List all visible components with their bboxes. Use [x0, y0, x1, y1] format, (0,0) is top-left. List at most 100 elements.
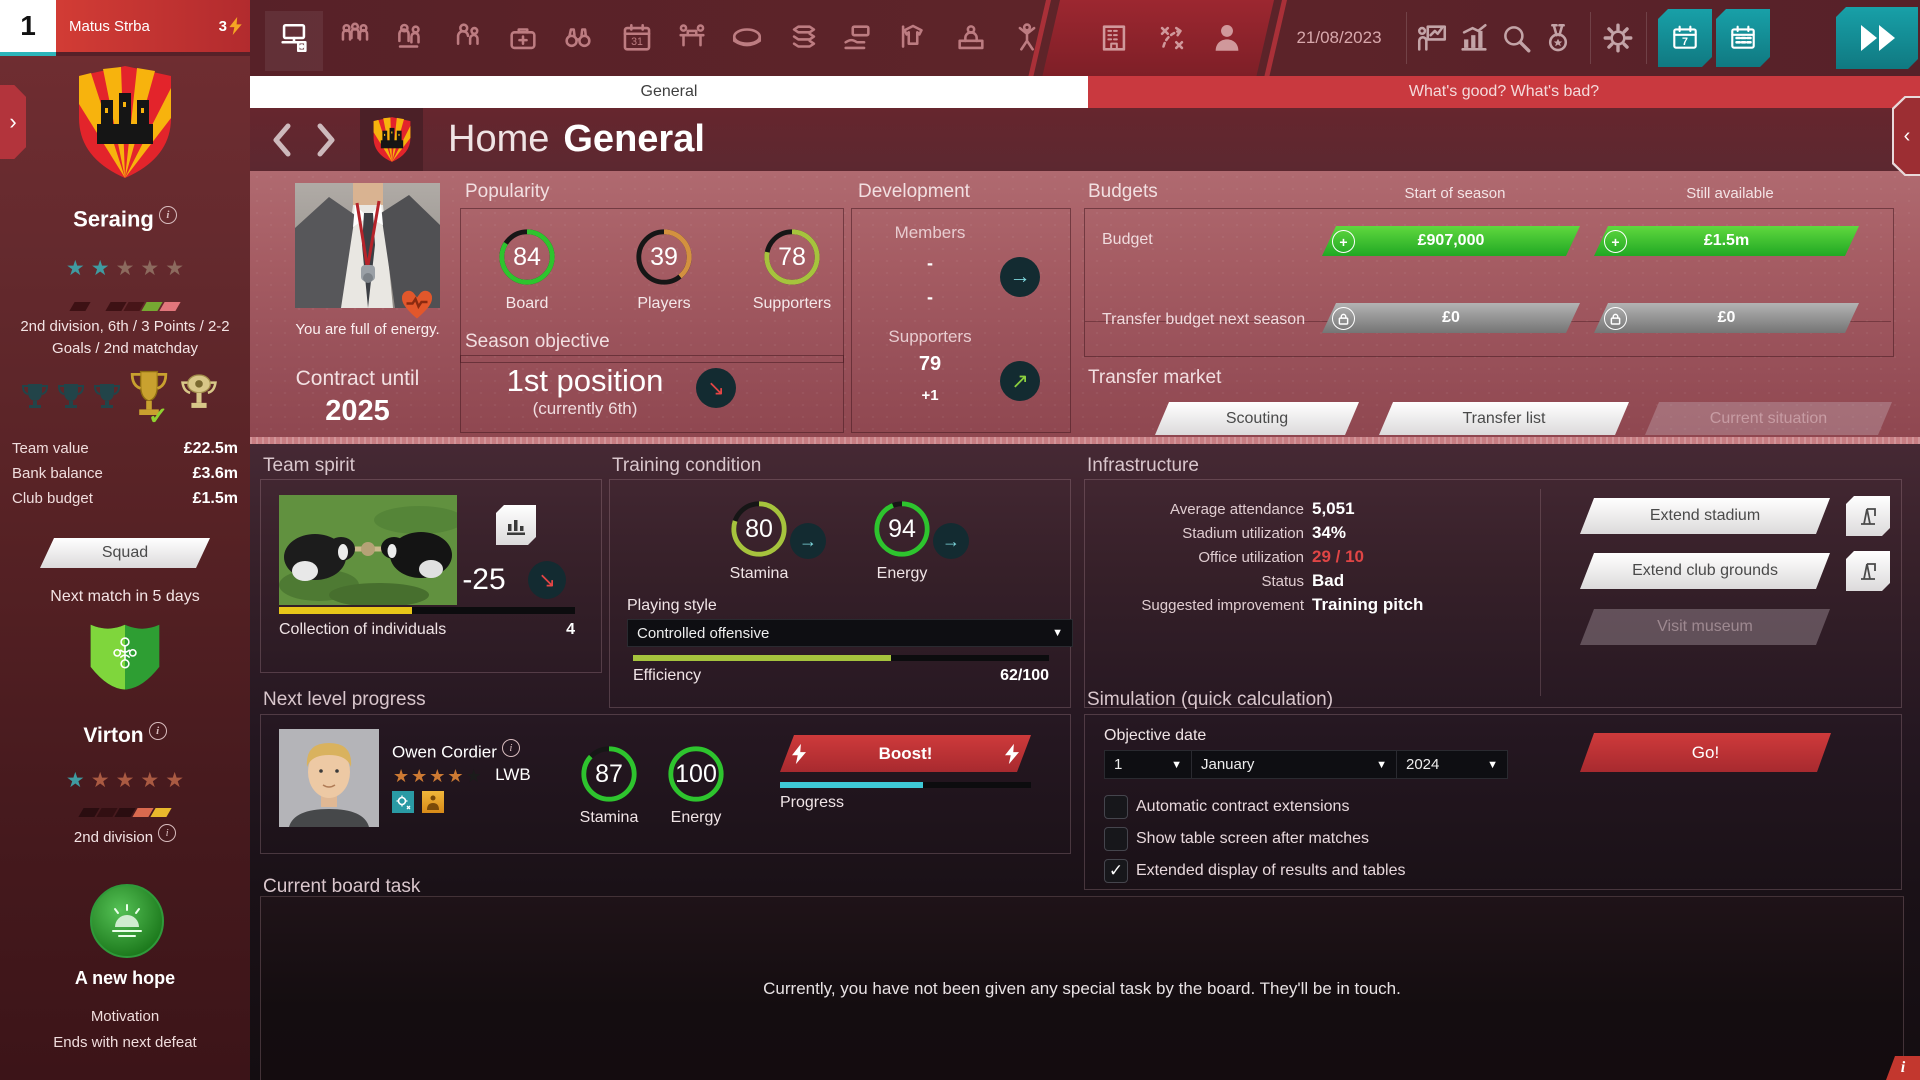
profile-icon[interactable]	[1210, 21, 1244, 55]
nav-back-button[interactable]	[268, 122, 296, 158]
go-button-label: Go!	[1691, 742, 1720, 762]
nav-forward-button[interactable]	[312, 122, 340, 158]
board-gauge-value: 84	[513, 242, 541, 271]
infra-value: Bad	[1312, 571, 1345, 590]
infra-value: Training pitch	[1312, 595, 1424, 614]
members-detail-button[interactable]: →	[1000, 257, 1040, 297]
chevron-down-icon: ▼	[1487, 758, 1498, 771]
motivation-note: Ends with next defeat	[53, 1034, 197, 1051]
office-icon[interactable]	[265, 11, 323, 71]
transfer-list-button[interactable]: Transfer list	[1379, 402, 1629, 435]
panel-collapse-button[interactable]: ‹	[1892, 96, 1920, 176]
advance-week-button[interactable]	[1716, 9, 1770, 67]
chevron-down-icon: ▼	[1052, 627, 1063, 639]
player-role-badge	[422, 791, 445, 813]
scouting-icon[interactable]	[561, 21, 595, 55]
lightning-icon	[229, 17, 242, 35]
search-icon[interactable]	[1499, 21, 1533, 55]
stadium-icon[interactable]	[730, 21, 764, 55]
scouting-button[interactable]: Scouting	[1155, 402, 1359, 435]
tactics-icon[interactable]	[1155, 21, 1189, 55]
manager-name-bar[interactable]: Matus Strba 3	[56, 0, 250, 52]
trophy-icon	[92, 380, 126, 420]
training-stamina-value: 80	[745, 514, 773, 543]
squad-icon[interactable]	[393, 21, 427, 55]
checkbox-extended-results[interactable]: ✓	[1104, 859, 1128, 883]
negotiations-icon[interactable]	[675, 21, 709, 55]
team-spirit-stats-button[interactable]	[496, 505, 536, 545]
extend-stadium-button[interactable]: Extend stadium	[1580, 498, 1830, 534]
transfer-available-value: £0	[1717, 309, 1736, 326]
sponsors-icon[interactable]	[840, 21, 874, 55]
training-header: Training condition	[612, 455, 762, 476]
league-trophy-icon	[128, 368, 168, 415]
staff-icon[interactable]	[451, 21, 485, 55]
training-panel	[609, 479, 1071, 708]
fans-icon[interactable]	[1010, 21, 1044, 55]
season-objective-panel	[460, 355, 844, 433]
energy-detail-button[interactable]: →	[933, 523, 969, 559]
club-icon[interactable]	[1097, 21, 1131, 55]
statistics-icon[interactable]	[1457, 21, 1491, 55]
checkbox-table-screen[interactable]: ✓	[1104, 827, 1128, 851]
infra-label: Average attendance	[1170, 501, 1304, 518]
budget-start-bar[interactable]: + £907,000	[1322, 226, 1580, 256]
advance-day-button[interactable]: 7	[1658, 9, 1712, 67]
main-content: You are full of energy. Contract until 2…	[250, 171, 1920, 1080]
bar-chart-icon	[505, 514, 527, 536]
day-dropdown[interactable]: 1 ▼	[1104, 750, 1192, 779]
checkbox-contract-extensions[interactable]: ✓	[1104, 795, 1128, 819]
opponent-division-row: 2nd division i	[0, 824, 250, 846]
separator	[1590, 12, 1591, 64]
supporters-trend-button[interactable]: ↗	[1000, 361, 1040, 401]
trophy-icon	[56, 380, 90, 420]
opponent-form-indicator	[0, 804, 250, 822]
members-label: Members	[894, 223, 966, 242]
medical-icon[interactable]	[506, 21, 540, 55]
settings-icon[interactable]	[1601, 21, 1635, 55]
go-button[interactable]: Go!	[1580, 733, 1831, 772]
player-stamina-label: Stamina	[579, 809, 639, 826]
budget-available-bar[interactable]: + £1.5m	[1594, 226, 1859, 256]
tab-general[interactable]: General	[250, 76, 1088, 108]
checkbox-label: Show table screen after matches	[1136, 830, 1370, 847]
infrastructure-divider	[1540, 489, 1541, 696]
player-rating-row: ★ ★ ★ ★ ★ LWB	[392, 765, 531, 787]
tab-whats-good[interactable]: What's good? What's bad?	[1088, 76, 1920, 108]
press-icon[interactable]	[954, 21, 988, 55]
playing-style-dropdown[interactable]: Controlled offensive ▼	[627, 619, 1073, 647]
info-icon[interactable]: i	[501, 739, 520, 757]
info-icon[interactable]: i	[158, 824, 177, 842]
continue-button[interactable]	[1836, 7, 1918, 69]
sidebar-expand-button[interactable]: ›	[0, 85, 26, 159]
training-stamina-gauge: 80	[728, 498, 790, 560]
info-icon[interactable]: i	[158, 206, 177, 224]
achievements-icon[interactable]	[1541, 21, 1575, 55]
efficiency-value: 62/100	[1000, 667, 1049, 684]
info-icon[interactable]: i	[148, 722, 167, 740]
month-dropdown[interactable]: January ▼	[1191, 750, 1397, 779]
year-dropdown[interactable]: 2024 ▼	[1396, 750, 1508, 779]
finances-icon[interactable]	[787, 21, 821, 55]
extend-club-grounds-button[interactable]: Extend club grounds	[1580, 553, 1830, 589]
extend-club-grounds-label: Extend club grounds	[1632, 562, 1778, 579]
training-icon[interactable]	[338, 21, 372, 55]
fan-shop-icon[interactable]	[896, 21, 930, 55]
team-spirit-trend-icon[interactable]: ↘	[528, 561, 566, 599]
manager-rank: 1	[20, 10, 36, 41]
svg-text:7: 7	[1682, 36, 1688, 48]
stamina-detail-button[interactable]: →	[790, 523, 826, 559]
year-value: 2024	[1406, 756, 1440, 773]
boost-button[interactable]: Boost!	[780, 735, 1031, 772]
calendar-icon[interactable]: 31	[620, 21, 654, 55]
player-stamina-value: 87	[595, 759, 623, 788]
analysis-icon[interactable]	[1415, 21, 1449, 55]
squad-button[interactable]: Squad	[40, 538, 210, 568]
opponent-name-row: Virton i	[0, 722, 250, 748]
infrastructure-panel	[1084, 479, 1902, 708]
objective-trend-icon[interactable]: ↘	[696, 368, 736, 408]
grounds-construction-button[interactable]	[1846, 551, 1890, 591]
efficiency-bar	[633, 655, 1049, 661]
title-bar: Home General	[250, 108, 1920, 172]
stadium-construction-button[interactable]	[1846, 496, 1890, 536]
